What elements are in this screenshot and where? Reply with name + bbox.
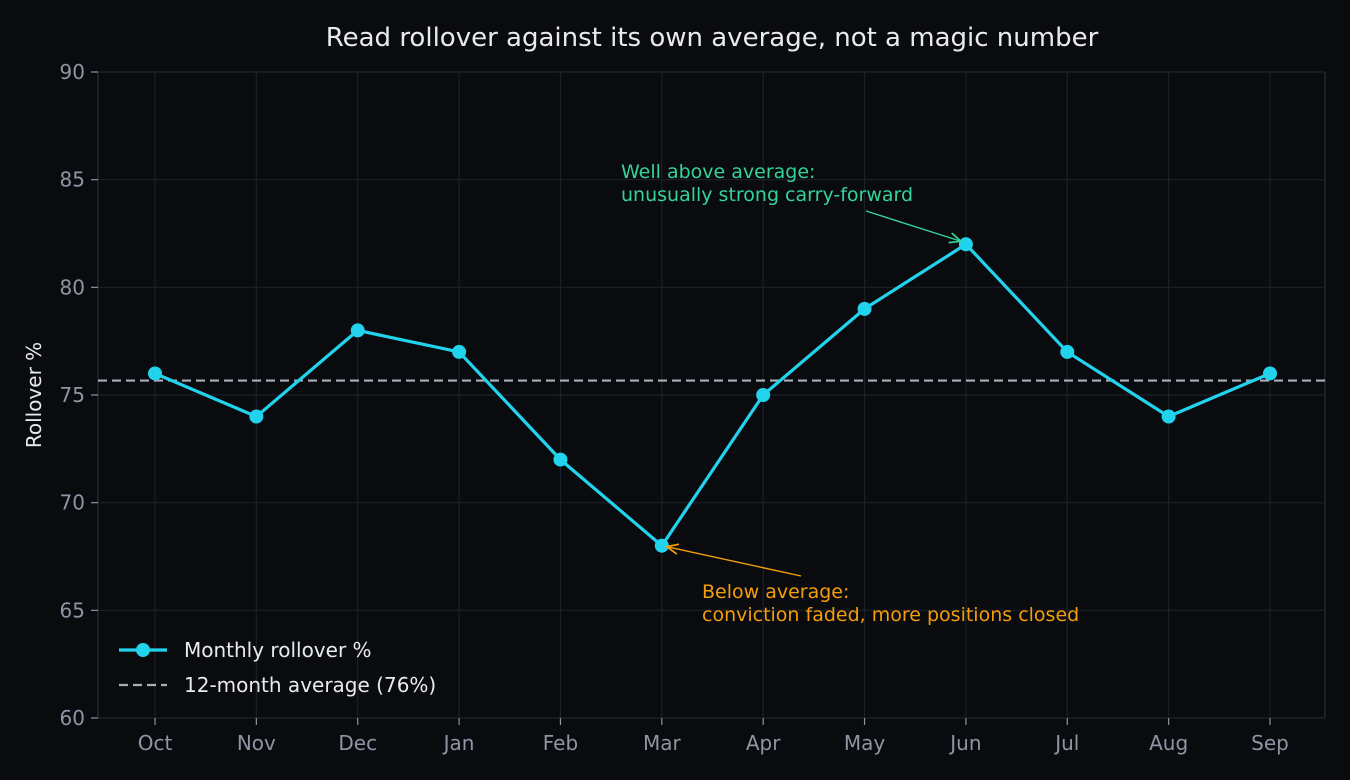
y-tick-label: 80 bbox=[60, 275, 85, 299]
y-axis-label: Rollover % bbox=[22, 342, 46, 448]
y-tick-label: 85 bbox=[60, 168, 85, 192]
y-tick-label: 70 bbox=[60, 491, 85, 515]
chart-title: Read rollover against its own average, n… bbox=[326, 23, 1099, 53]
data-point-sep bbox=[1263, 366, 1277, 381]
x-tick-label: Sep bbox=[1251, 731, 1289, 755]
y-axis: 60 65 70 75 80 85 90 bbox=[60, 60, 98, 730]
x-tick-label: Feb bbox=[543, 731, 578, 755]
legend: Monthly rollover % 12-month average (76%… bbox=[119, 638, 436, 697]
data-point-may bbox=[857, 301, 872, 316]
data-point-jan bbox=[452, 344, 467, 359]
x-tick-label: Aug bbox=[1149, 731, 1188, 755]
data-point-feb bbox=[553, 452, 568, 467]
x-tick-label: Dec bbox=[338, 731, 377, 755]
legend-marker-monthly-rollover bbox=[136, 643, 150, 657]
x-axis: Oct Nov Dec Jan Feb Mar Apr May Jun Jul Aug Sep bbox=[138, 718, 1289, 755]
annotation-arrow-jun bbox=[865, 210, 961, 241]
y-tick-label: 75 bbox=[60, 383, 85, 407]
data-point-apr bbox=[756, 388, 771, 402]
x-tick-label: Nov bbox=[237, 731, 276, 755]
annotations: Well above average: unusually strong carr… bbox=[621, 161, 1079, 626]
data-point-jul bbox=[1060, 344, 1075, 359]
x-tick-label: May bbox=[844, 731, 886, 755]
data-point-jun bbox=[958, 237, 973, 252]
x-tick-label: Jan bbox=[442, 731, 475, 755]
legend-label-monthly-rollover: Monthly rollover % bbox=[184, 638, 372, 662]
legend-label-average: 12-month average (76%) bbox=[184, 673, 436, 697]
data-point-aug bbox=[1161, 409, 1176, 424]
x-tick-label: Jul bbox=[1053, 731, 1079, 755]
annotation-mar: Below average: conviction faded, more pos… bbox=[702, 581, 1079, 626]
y-tick-label: 65 bbox=[60, 598, 85, 622]
x-tick-label: Jun bbox=[948, 731, 981, 755]
annotation-arrow-mar bbox=[667, 547, 802, 577]
data-point-nov bbox=[249, 409, 264, 424]
y-tick-label: 90 bbox=[60, 60, 85, 84]
grid-lines bbox=[98, 71, 1325, 719]
series-line-monthly-rollover bbox=[154, 242, 1271, 548]
data-point-dec bbox=[350, 323, 365, 338]
data-point-mar bbox=[654, 538, 669, 553]
x-tick-label: Oct bbox=[138, 731, 173, 755]
x-tick-label: Apr bbox=[746, 731, 781, 755]
data-point-oct bbox=[148, 366, 162, 381]
data-points bbox=[148, 237, 1277, 553]
x-tick-label: Mar bbox=[643, 731, 682, 755]
y-tick-label: 60 bbox=[60, 706, 85, 730]
annotation-jun: Well above average: unusually strong carr… bbox=[621, 161, 913, 206]
